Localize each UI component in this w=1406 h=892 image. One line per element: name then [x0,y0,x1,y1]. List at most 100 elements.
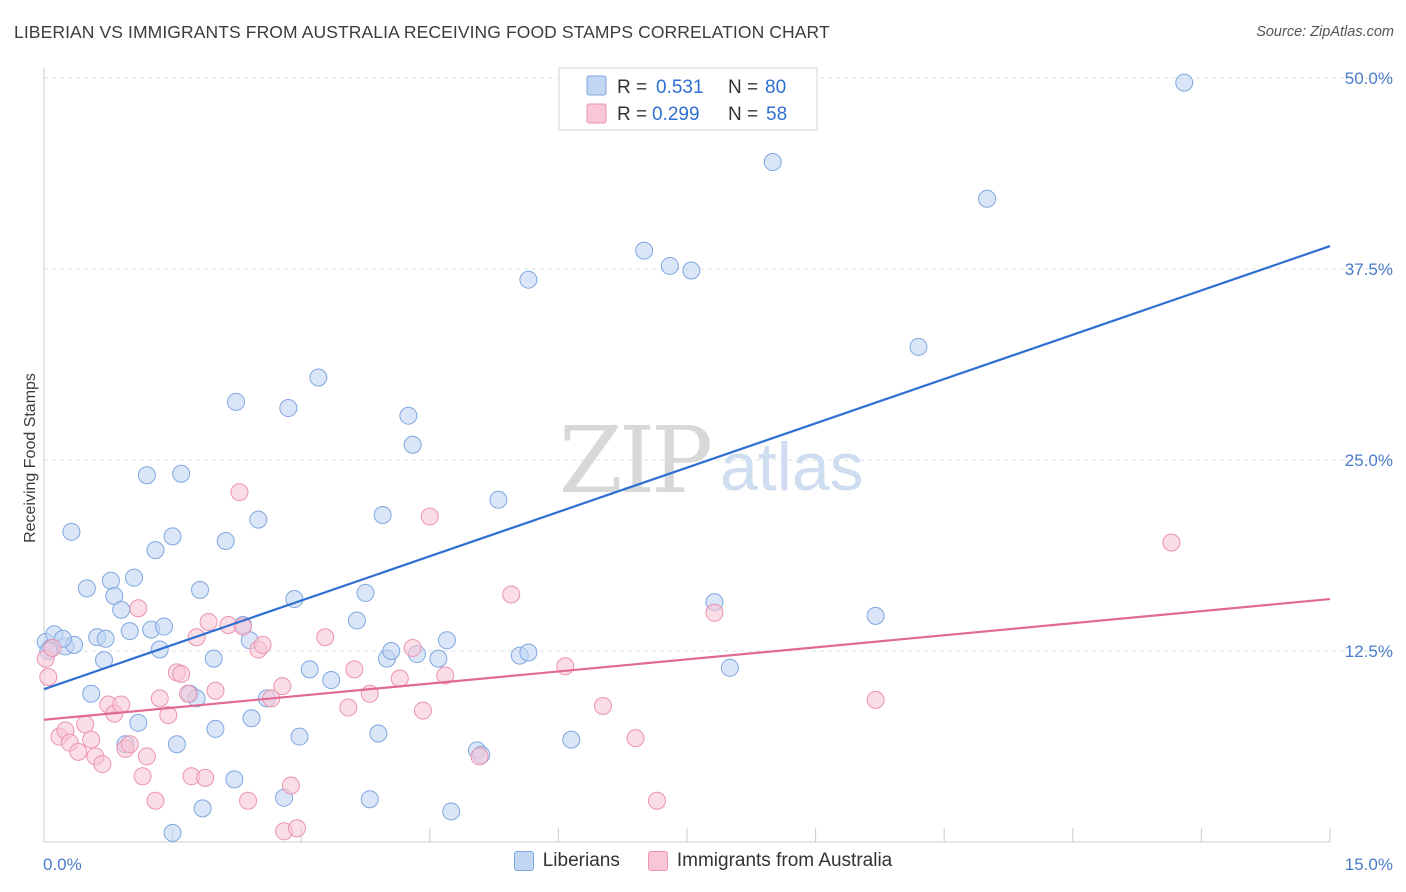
chart-title: LIBERIAN VS IMMIGRANTS FROM AUSTRALIA RE… [14,22,830,42]
point-1-6 [69,742,88,761]
point-0-43 [279,399,298,418]
point-0-61 [442,802,461,821]
point-0-60 [437,631,456,650]
watermark: ZIP atlas [559,407,864,514]
watermark-atlas: atlas [720,429,864,505]
point-1-40 [287,819,306,838]
point-1-56 [705,603,724,622]
point-1-29 [206,681,225,700]
y-tick-label-0: 12.5% [1345,642,1393,661]
point-0-67 [519,270,538,289]
point-1-19 [146,791,165,810]
point-1-23 [172,664,191,683]
point-0-40 [249,510,268,529]
trend-line-0 [43,245,1331,691]
point-1-43 [345,660,364,679]
stats-legend-swatch-pink [586,103,607,124]
y-tick-label-3: 50.0% [1345,69,1393,88]
point-1-46 [403,638,422,657]
point-0-12 [101,571,120,590]
x-tick-labels: 0.0% 15.0% [43,855,1393,874]
legend-swatch-immigrants-from-australia [647,851,668,871]
point-0-31 [193,799,212,818]
point-1-37 [273,677,292,696]
legend-label-liberians: Liberians [542,850,620,871]
stats-r-value-0: 0.531 [656,77,704,98]
point-0-76 [909,337,928,356]
point-0-48 [322,671,341,690]
point-0-64 [489,490,508,509]
series-immigrants-from-australia [36,483,1181,841]
point-0-50 [356,583,375,602]
point-0-24 [163,823,182,842]
point-1-42 [339,698,358,717]
stats-r-value-1: 0.299 [652,104,700,125]
point-1-8 [82,730,101,749]
point-0-14 [112,600,131,619]
stats-r-label-1: R = [617,104,647,125]
point-0-33 [206,719,225,738]
x-tick-label-max: 15.0% [1345,855,1393,874]
source-note: Source: ZipAtlas.com [1256,24,1394,40]
point-0-6 [62,522,81,541]
point-1-39 [281,776,300,795]
point-0-71 [682,261,701,280]
point-0-73 [720,658,739,677]
point-1-16 [129,599,148,618]
trend-lines [43,245,1331,721]
point-1-57 [866,690,885,709]
point-0-78 [1175,73,1194,92]
point-1-1 [39,667,58,686]
point-1-58 [1162,533,1181,552]
point-0-77 [978,189,997,208]
stats-n-label-0: N = [728,77,758,98]
point-1-2 [43,638,62,657]
point-0-36 [227,392,246,411]
point-0-17 [125,568,144,587]
point-1-18 [137,747,156,766]
point-0-53 [373,506,392,525]
point-0-75 [866,606,885,625]
point-0-8 [82,684,101,703]
point-1-17 [133,767,152,786]
point-0-19 [137,466,156,485]
point-0-47 [309,368,328,387]
point-1-15 [120,735,139,754]
legend-item-liberians[interactable]: Liberians [513,850,620,872]
point-1-48 [420,507,439,526]
point-1-7 [76,715,95,734]
point-0-39 [242,709,261,728]
point-0-25 [163,527,182,546]
stats-n-label-1: N = [728,104,758,125]
point-1-51 [502,585,521,604]
point-0-57 [403,435,422,454]
stats-legend-swatch-blue [586,75,607,96]
point-1-21 [159,706,178,725]
point-0-56 [399,406,418,425]
point-0-21 [146,541,165,560]
point-1-47 [413,701,432,720]
point-1-53 [593,697,612,716]
point-0-51 [360,790,379,809]
stats-r-label-0: R = [617,77,647,98]
point-1-13 [112,695,131,714]
y-tick-label-1: 25.0% [1345,451,1393,470]
point-0-74 [763,153,782,172]
point-1-49 [436,666,455,685]
point-1-31 [230,483,249,502]
point-1-41 [316,628,335,647]
point-0-18 [129,713,148,732]
point-1-45 [390,669,409,688]
point-1-54 [626,729,645,748]
watermark-zip: ZIP [559,407,710,514]
point-1-10 [93,755,112,774]
legend-item-immigrants-from-australia[interactable]: Immigrants from Australia [647,850,892,872]
x-tick-label-min: 0.0% [43,855,82,874]
point-0-49 [347,611,366,630]
stats-n-value-0: 80 [765,77,786,98]
point-1-20 [150,689,169,708]
point-1-35 [253,635,272,654]
point-0-55 [382,642,401,660]
point-1-27 [196,768,215,787]
trend-line-1 [43,597,1331,721]
